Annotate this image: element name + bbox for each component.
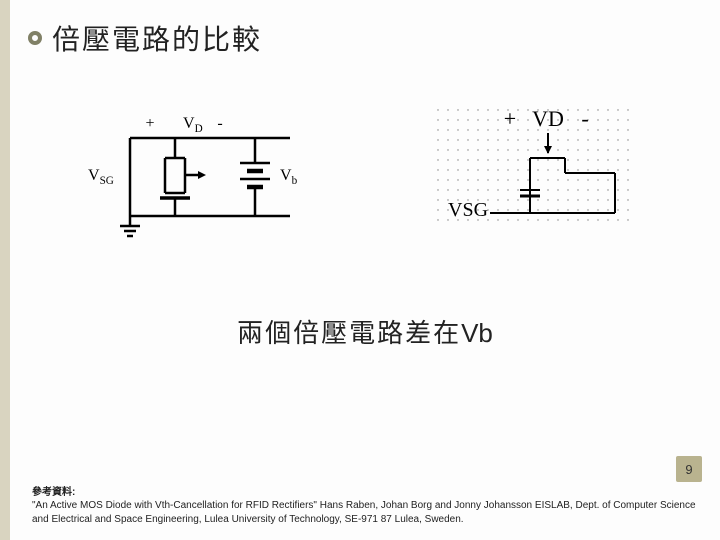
svg-text:Vb: Vb <box>280 167 298 187</box>
page-number-badge: 9 <box>676 456 702 482</box>
reference-block: 參考資料: "An Active MOS Diode with Vth-Canc… <box>32 486 698 527</box>
svg-text:VSG: VSG <box>88 167 114 187</box>
reference-text: "An Active MOS Diode with Vth-Cancellati… <box>32 500 696 525</box>
svg-text:VD: VD <box>183 115 203 135</box>
right-circuit: + VD- VSG <box>420 98 650 253</box>
svg-text:-: - <box>581 106 588 131</box>
svg-text:-: - <box>217 115 222 132</box>
caption: 兩個倍壓電路差在Vb <box>10 313 720 350</box>
caption-variable: Vb <box>461 318 493 348</box>
slide-title-row: 倍壓電路的比較 <box>10 0 720 58</box>
reference-label: 參考資料: <box>32 487 75 498</box>
svg-text:VD: VD <box>532 106 564 131</box>
diagram-area: +VD-VSGVb +VD-VSG <box>10 58 720 273</box>
caption-text: 兩個倍壓電路差在 <box>237 318 461 348</box>
page-number: 9 <box>685 462 692 477</box>
left-circuit: + VD- VSG Vb <box>80 98 320 253</box>
svg-text:+: + <box>504 106 516 131</box>
title-bullet <box>28 31 42 45</box>
svg-text:VSG: VSG <box>448 199 488 221</box>
svg-text:+: + <box>145 115 154 132</box>
slide-title: 倍壓電路的比較 <box>52 18 262 58</box>
